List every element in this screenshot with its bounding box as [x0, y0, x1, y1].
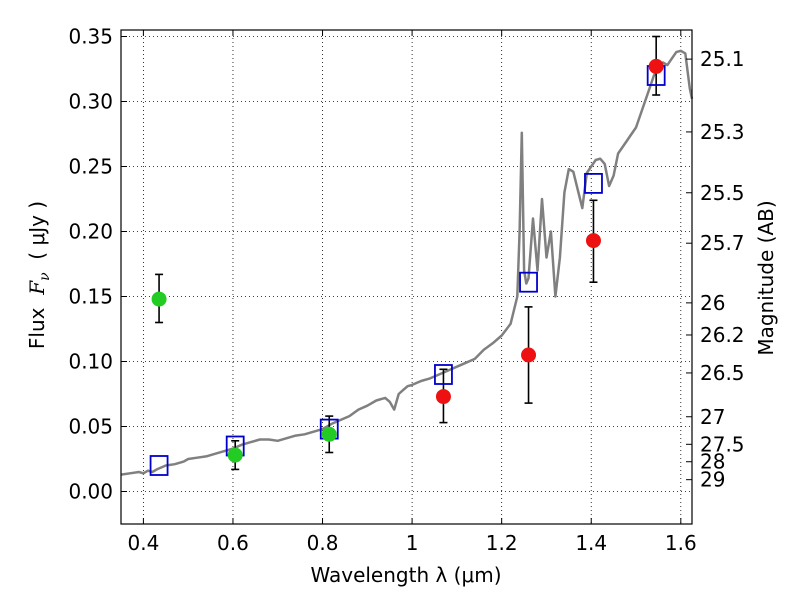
x-tick-label: 1 — [406, 531, 419, 555]
x-tick-label: 1.4 — [575, 531, 607, 555]
magnitude-tick-label: 25.7 — [700, 231, 745, 255]
y-tick-label: 0.20 — [68, 220, 113, 244]
x-tick-label: 1.2 — [486, 531, 518, 555]
y-tick-label: 0.15 — [68, 285, 113, 309]
magnitude-tick-label: 25.5 — [700, 181, 745, 205]
y-tick-label: 0.25 — [68, 155, 113, 179]
observed-flux-point — [321, 426, 337, 442]
model-spectrum-layer — [120, 49, 694, 476]
x-tick-label: 1.6 — [665, 531, 697, 555]
grid-lines — [121, 30, 692, 524]
observed-photometry-layer — [151, 58, 664, 463]
model-photometry-square — [434, 364, 453, 385]
model-photometry-square — [519, 271, 538, 293]
observed-flux-point — [151, 291, 167, 307]
x-tick-label: 0.4 — [127, 531, 159, 555]
x-axis-title: Wavelength λ (μm) — [310, 563, 501, 587]
y-tick-label: 0.30 — [68, 90, 113, 114]
magnitude-tick-label: 26 — [700, 291, 725, 315]
observed-flux-point — [521, 347, 537, 363]
model-photometry-square — [584, 172, 603, 194]
model-photometry-square — [149, 455, 169, 476]
observed-flux-point — [648, 58, 664, 74]
observed-flux-point — [227, 447, 243, 463]
magnitude-tick-label: 27.5 — [700, 432, 745, 456]
y-tick-label: 0.35 — [68, 25, 113, 49]
magnitude-tick-label: 27 — [700, 405, 725, 429]
magnitude-tick-label: 29 — [700, 468, 725, 492]
model-photometry-layer — [149, 65, 666, 476]
x-tick-label: 0.6 — [217, 531, 249, 555]
plot-frame — [120, 29, 693, 525]
magnitude-tick-label: 25.1 — [700, 47, 745, 71]
y-axis-title-right: Magnitude (AB) — [754, 200, 778, 355]
y-tick-label: 0.10 — [68, 350, 113, 374]
x-tick-label: 0.8 — [307, 531, 339, 555]
observed-flux-point — [585, 233, 601, 249]
y-tick-label: 0.05 — [68, 415, 113, 439]
axis-ticks: 0.4 0.6 0.8 1 1.2 1.4 1.6 0.00 0.05 0.10 0.15 0.20 0… — [68, 25, 744, 556]
magnitude-tick-label: 25.3 — [700, 120, 745, 144]
magnitude-tick-label: 26.5 — [700, 361, 745, 385]
error-bars-layer — [155, 35, 661, 471]
y-axis-title-left: Flux Fν ( μJy ) — [25, 201, 53, 349]
magnitude-tick-label: 28 — [700, 450, 725, 474]
y-tick-label: 0.00 — [68, 480, 113, 504]
observed-flux-point — [435, 389, 451, 405]
model-spectrum-line — [120, 49, 694, 476]
magnitude-tick-label: 26.2 — [700, 323, 745, 347]
